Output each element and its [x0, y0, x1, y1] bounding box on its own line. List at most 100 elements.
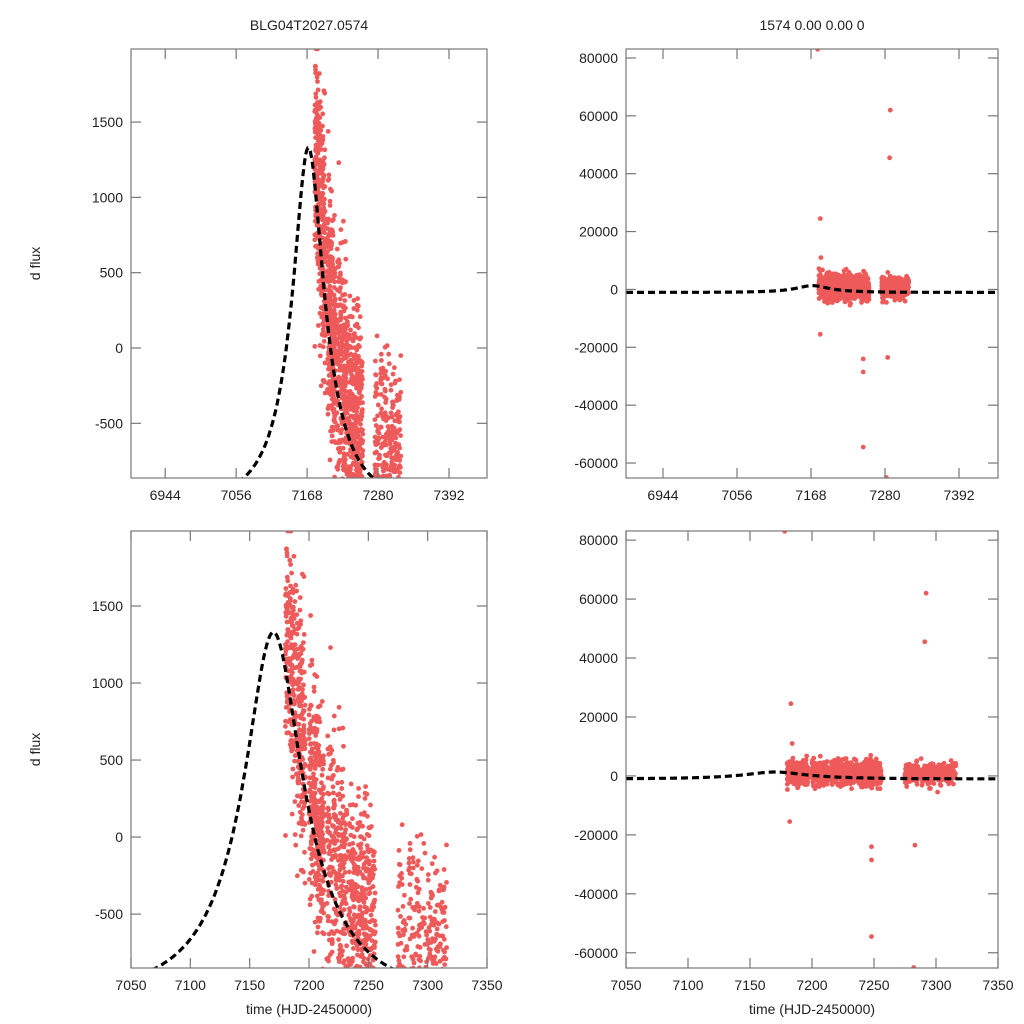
data-point	[326, 259, 332, 264]
data-point	[405, 996, 410, 1001]
data-point	[327, 306, 333, 312]
data-point	[287, 557, 293, 563]
y-tick-label: -60000	[574, 455, 618, 471]
data-point	[357, 344, 362, 349]
data-point	[328, 278, 333, 284]
data-point	[316, 743, 322, 748]
data-point	[298, 621, 303, 627]
data-point	[339, 779, 345, 785]
data-point	[398, 495, 403, 500]
model-curve	[152, 630, 395, 968]
data-point	[359, 506, 364, 511]
data-point	[308, 759, 314, 764]
data-point	[320, 123, 325, 129]
data-point	[307, 706, 312, 712]
data-point	[287, 668, 292, 674]
data-point	[302, 822, 308, 827]
data-point	[347, 970, 352, 975]
data-point	[363, 970, 368, 975]
outlier-point	[818, 255, 824, 260]
data-point	[348, 506, 353, 511]
data-point	[333, 830, 338, 836]
data-point	[322, 360, 328, 366]
data-point	[857, 280, 862, 286]
data-point	[342, 365, 347, 371]
data-point	[823, 298, 829, 304]
data-point	[847, 284, 853, 290]
data-point	[430, 970, 435, 975]
data-point	[359, 394, 364, 399]
data-point	[340, 975, 345, 980]
data-point	[411, 960, 417, 966]
data-point	[392, 418, 398, 424]
y-tick-label: -20000	[574, 339, 618, 355]
data-point	[369, 938, 375, 943]
y-tick-label: 500	[100, 265, 124, 281]
data-point	[379, 503, 384, 508]
data-point	[361, 836, 367, 842]
data-point	[329, 317, 335, 323]
data-point	[360, 453, 365, 459]
data-point	[319, 201, 325, 206]
data-point	[332, 274, 338, 279]
x-tick-label: 7392	[433, 487, 464, 503]
data-point	[353, 504, 358, 509]
data-point	[334, 323, 340, 329]
data-point	[285, 639, 290, 644]
data-point	[288, 635, 294, 641]
data-point	[327, 848, 333, 854]
data-point	[425, 877, 431, 883]
data-point	[390, 503, 395, 508]
data-point	[373, 469, 379, 475]
data-point	[334, 302, 340, 308]
data-point	[361, 955, 367, 961]
data-point	[329, 433, 335, 439]
data-point	[358, 421, 363, 427]
data-point	[416, 886, 422, 892]
data-point	[348, 532, 353, 537]
data-point	[320, 792, 326, 797]
data-point	[378, 377, 383, 383]
data-point	[428, 1010, 433, 1015]
data-point	[362, 970, 367, 975]
data-point	[403, 1019, 408, 1024]
data-point	[291, 616, 297, 621]
data-point	[379, 544, 384, 549]
data-point	[356, 537, 361, 542]
data-point	[338, 884, 344, 890]
data-point	[375, 511, 380, 516]
data-point	[358, 376, 364, 381]
data-point	[349, 497, 354, 502]
data-point	[440, 1009, 445, 1014]
data-point	[313, 63, 318, 69]
data-point	[295, 646, 301, 652]
data-point	[335, 985, 340, 990]
panel-bottom-right: 7050 7100 7150 7200 7250 7300 7350-60000-40000…	[574, 530, 1014, 1017]
data-point	[310, 775, 316, 781]
data-point	[327, 457, 333, 463]
data-point	[397, 961, 402, 967]
data-point	[358, 587, 363, 592]
data-point	[337, 296, 343, 302]
data-point	[290, 746, 296, 752]
data-point	[361, 875, 367, 880]
data-point	[393, 412, 399, 418]
data-point	[357, 401, 362, 406]
data-point	[358, 841, 364, 847]
data-point	[321, 806, 326, 811]
data-point	[317, 343, 323, 348]
data-point	[315, 87, 321, 93]
data-point	[349, 533, 354, 538]
data-point	[407, 1000, 412, 1005]
data-point	[441, 1007, 446, 1012]
data-point	[428, 947, 433, 953]
data-point	[381, 482, 386, 487]
data-point	[402, 947, 408, 953]
data-point	[356, 505, 361, 510]
data-point	[364, 855, 370, 861]
data-point	[883, 292, 888, 298]
data-point	[897, 276, 903, 282]
data-point	[327, 830, 332, 836]
data-point	[347, 314, 352, 319]
